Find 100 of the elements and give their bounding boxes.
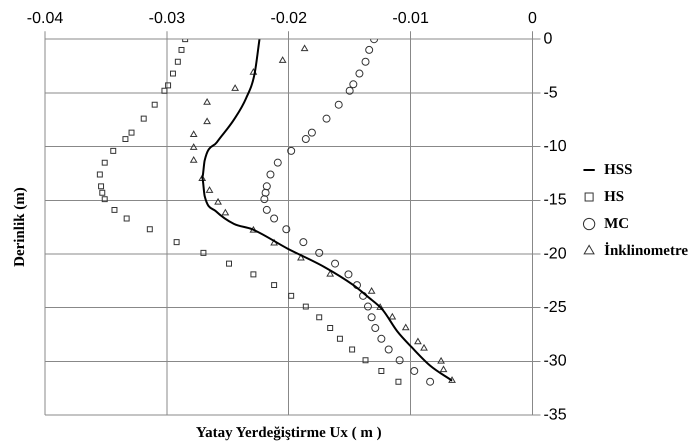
point bbox=[279, 56, 286, 63]
point bbox=[140, 116, 147, 122]
point bbox=[355, 70, 364, 78]
point bbox=[274, 158, 282, 167]
point bbox=[384, 346, 393, 354]
point bbox=[316, 314, 322, 320]
point bbox=[111, 206, 118, 213]
point bbox=[334, 100, 343, 109]
point bbox=[346, 86, 354, 95]
point bbox=[344, 270, 352, 278]
point bbox=[420, 344, 428, 351]
point bbox=[190, 130, 198, 138]
point bbox=[371, 324, 380, 332]
legend-label: MC bbox=[604, 216, 630, 232]
point bbox=[124, 216, 130, 222]
x-tick-label: -0.02 bbox=[270, 10, 308, 28]
point bbox=[349, 346, 356, 352]
point bbox=[206, 186, 214, 193]
point bbox=[287, 146, 296, 155]
point bbox=[226, 260, 232, 267]
point bbox=[98, 183, 104, 190]
point bbox=[200, 250, 206, 256]
point bbox=[378, 368, 384, 374]
point bbox=[128, 130, 135, 136]
x-tick-label: 0 bbox=[528, 10, 538, 28]
point bbox=[282, 225, 290, 234]
point bbox=[174, 239, 180, 246]
point bbox=[336, 336, 343, 342]
point bbox=[178, 46, 184, 53]
y-tick-label: -15 bbox=[543, 192, 567, 209]
point bbox=[214, 198, 222, 205]
x-tick-label: -0.03 bbox=[148, 10, 186, 28]
point bbox=[426, 378, 434, 386]
point bbox=[364, 302, 372, 311]
point bbox=[368, 313, 376, 322]
y-tick-label: -10 bbox=[543, 138, 567, 155]
point bbox=[270, 239, 278, 246]
point bbox=[308, 128, 316, 137]
point bbox=[359, 292, 368, 300]
point bbox=[190, 144, 198, 150]
point bbox=[161, 88, 168, 94]
point bbox=[271, 282, 278, 288]
x-axis-title: Yatay Yerdeğiştirme Ux ( m ) bbox=[196, 425, 382, 441]
point bbox=[301, 44, 308, 52]
point bbox=[288, 292, 294, 299]
point bbox=[99, 190, 106, 196]
point bbox=[402, 324, 410, 330]
point bbox=[270, 214, 278, 223]
point bbox=[262, 182, 271, 190]
y-tick-label: -25 bbox=[543, 299, 567, 316]
point bbox=[396, 356, 404, 364]
point bbox=[448, 376, 456, 383]
y-axis-title: Derinlik (m) bbox=[12, 187, 28, 267]
point bbox=[438, 357, 445, 364]
point bbox=[204, 118, 211, 124]
point bbox=[250, 226, 257, 233]
point bbox=[362, 357, 368, 364]
point bbox=[414, 338, 422, 344]
point bbox=[165, 82, 172, 88]
point bbox=[250, 68, 257, 75]
point bbox=[174, 58, 181, 65]
point bbox=[222, 209, 229, 216]
point bbox=[322, 114, 331, 123]
point bbox=[362, 58, 370, 66]
x-tick-label: -0.04 bbox=[26, 10, 64, 28]
y-tick-label: -35 bbox=[543, 406, 567, 424]
point bbox=[302, 135, 310, 144]
point bbox=[365, 46, 374, 54]
point bbox=[266, 170, 274, 178]
point bbox=[110, 148, 116, 154]
legend-label: İnklinometre bbox=[604, 242, 688, 259]
point bbox=[302, 304, 309, 310]
point bbox=[232, 84, 239, 91]
point bbox=[349, 80, 358, 88]
point bbox=[327, 325, 334, 332]
point bbox=[315, 248, 324, 257]
point bbox=[146, 226, 153, 232]
y-tick-label: -5 bbox=[543, 84, 558, 102]
point bbox=[299, 238, 308, 246]
point bbox=[377, 334, 386, 343]
point bbox=[262, 206, 271, 214]
legend-label: HS bbox=[604, 188, 624, 205]
point bbox=[152, 102, 158, 108]
legend-label: HSS bbox=[604, 162, 632, 178]
point bbox=[410, 366, 418, 375]
point bbox=[388, 313, 396, 320]
point bbox=[122, 136, 128, 142]
point bbox=[204, 98, 211, 105]
y-tick-label: -20 bbox=[543, 245, 567, 262]
point bbox=[368, 288, 376, 294]
point bbox=[395, 378, 402, 385]
point bbox=[331, 260, 340, 268]
y-tick-label: -30 bbox=[543, 352, 567, 370]
point bbox=[96, 172, 103, 178]
point bbox=[262, 188, 270, 197]
point bbox=[250, 271, 256, 278]
y-tick-label: 0 bbox=[543, 30, 552, 48]
point bbox=[376, 304, 384, 310]
point bbox=[190, 156, 198, 163]
point bbox=[170, 70, 176, 77]
